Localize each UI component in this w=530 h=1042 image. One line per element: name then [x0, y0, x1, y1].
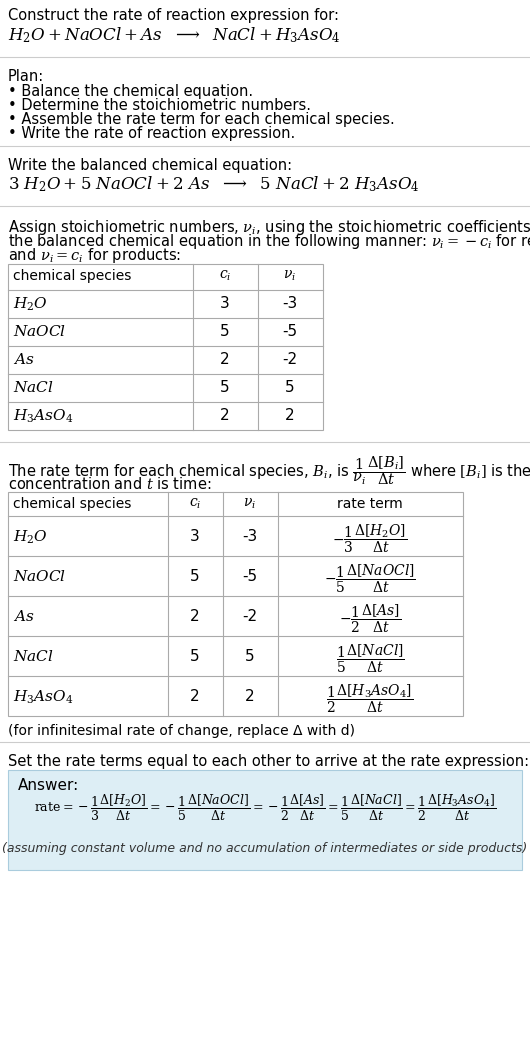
Text: chemical species: chemical species — [13, 497, 131, 511]
Text: 5: 5 — [285, 380, 295, 395]
Text: • Determine the stoichiometric numbers.: • Determine the stoichiometric numbers. — [8, 98, 311, 113]
Bar — [8, 264, 323, 430]
Text: 2: 2 — [190, 609, 200, 624]
Text: (assuming constant volume and no accumulation of intermediates or side products): (assuming constant volume and no accumul… — [2, 842, 528, 855]
Text: $NaOCl$: $NaOCl$ — [13, 569, 66, 584]
Text: 2: 2 — [220, 408, 230, 423]
Text: Plan:: Plan: — [8, 69, 44, 84]
Text: -2: -2 — [282, 352, 297, 367]
Text: $3\ H_2O + 5\ NaOCl + 2\ As\ \ \longrightarrow\ \ 5\ NaCl + 2\ H_3AsO_4$: $3\ H_2O + 5\ NaOCl + 2\ As\ \ \longrigh… — [8, 174, 419, 194]
Text: 3: 3 — [220, 296, 230, 311]
Bar — [8, 770, 522, 870]
Text: chemical species: chemical species — [13, 269, 131, 283]
Text: $As$: $As$ — [13, 352, 34, 367]
Text: (for infinitesimal rate of change, replace Δ with d): (for infinitesimal rate of change, repla… — [8, 724, 355, 738]
Text: $\nu_i$: $\nu_i$ — [243, 497, 257, 512]
Text: $H_2O$: $H_2O$ — [13, 529, 48, 546]
Text: rate term: rate term — [337, 497, 403, 511]
Text: 2: 2 — [220, 352, 230, 367]
Text: 2: 2 — [245, 689, 255, 704]
Text: -2: -2 — [242, 609, 258, 624]
Text: $c_i$: $c_i$ — [189, 497, 201, 512]
Text: 5: 5 — [220, 380, 230, 395]
Text: $\dfrac{1}{5}\dfrac{\Delta[NaCl]}{\Delta t}$: $\dfrac{1}{5}\dfrac{\Delta[NaCl]}{\Delta… — [335, 643, 404, 675]
Text: • Assemble the rate term for each chemical species.: • Assemble the rate term for each chemic… — [8, 111, 395, 127]
Text: The rate term for each chemical species, $B_i$, is $\dfrac{1}{\nu_i}\dfrac{\Delt: The rate term for each chemical species,… — [8, 454, 530, 487]
Text: $\mathrm{rate} = -\dfrac{1}{3}\dfrac{\Delta[H_2O]}{\Delta t} = -\dfrac{1}{5}\dfr: $\mathrm{rate} = -\dfrac{1}{3}\dfrac{\De… — [34, 793, 496, 823]
Text: $H_3AsO_4$: $H_3AsO_4$ — [13, 408, 73, 425]
Text: Set the rate terms equal to each other to arrive at the rate expression:: Set the rate terms equal to each other t… — [8, 754, 529, 769]
Text: $H_2O + NaOCl + As\ \ \longrightarrow\ \ NaCl + H_3AsO_4$: $H_2O + NaOCl + As\ \ \longrightarrow\ \… — [8, 25, 341, 45]
Text: $H_2O$: $H_2O$ — [13, 296, 48, 314]
Text: 5: 5 — [190, 649, 200, 664]
Text: Answer:: Answer: — [18, 778, 80, 793]
Text: -5: -5 — [242, 569, 258, 584]
Text: 2: 2 — [285, 408, 295, 423]
Text: the balanced chemical equation in the following manner: $\nu_i = -c_i$ for react: the balanced chemical equation in the fo… — [8, 232, 530, 251]
Text: -3: -3 — [242, 529, 258, 544]
Text: Assign stoichiometric numbers, $\nu_i$, using the stoichiometric coefficients, $: Assign stoichiometric numbers, $\nu_i$, … — [8, 218, 530, 237]
Text: concentration and $t$ is time:: concentration and $t$ is time: — [8, 476, 211, 492]
Text: -3: -3 — [282, 296, 298, 311]
Text: $NaOCl$: $NaOCl$ — [13, 324, 66, 339]
Text: 5: 5 — [245, 649, 255, 664]
Bar — [8, 492, 463, 716]
Text: and $\nu_i = c_i$ for products:: and $\nu_i = c_i$ for products: — [8, 246, 181, 265]
Text: • Balance the chemical equation.: • Balance the chemical equation. — [8, 84, 253, 99]
Text: • Write the rate of reaction expression.: • Write the rate of reaction expression. — [8, 126, 295, 141]
Text: 3: 3 — [190, 529, 200, 544]
Text: $\dfrac{1}{2}\dfrac{\Delta[H_3AsO_4]}{\Delta t}$: $\dfrac{1}{2}\dfrac{\Delta[H_3AsO_4]}{\D… — [326, 683, 413, 716]
Text: 5: 5 — [220, 324, 230, 339]
Text: 2: 2 — [190, 689, 200, 704]
Text: Write the balanced chemical equation:: Write the balanced chemical equation: — [8, 158, 292, 173]
Text: -5: -5 — [282, 324, 297, 339]
Text: $H_3AsO_4$: $H_3AsO_4$ — [13, 689, 73, 706]
Text: Construct the rate of reaction expression for:: Construct the rate of reaction expressio… — [8, 8, 339, 23]
Text: $-\dfrac{1}{5}\dfrac{\Delta[NaOCl]}{\Delta t}$: $-\dfrac{1}{5}\dfrac{\Delta[NaOCl]}{\Del… — [324, 563, 416, 595]
Text: 5: 5 — [190, 569, 200, 584]
Text: $c_i$: $c_i$ — [219, 269, 231, 283]
Text: $NaCl$: $NaCl$ — [13, 649, 54, 664]
Text: $NaCl$: $NaCl$ — [13, 380, 54, 395]
Text: $-\dfrac{1}{3}\dfrac{\Delta[H_2O]}{\Delta t}$: $-\dfrac{1}{3}\dfrac{\Delta[H_2O]}{\Delt… — [332, 523, 408, 555]
Text: $As$: $As$ — [13, 609, 34, 624]
Text: $\nu_i$: $\nu_i$ — [284, 269, 297, 283]
Text: $-\dfrac{1}{2}\dfrac{\Delta[As]}{\Delta t}$: $-\dfrac{1}{2}\dfrac{\Delta[As]}{\Delta … — [339, 603, 401, 636]
